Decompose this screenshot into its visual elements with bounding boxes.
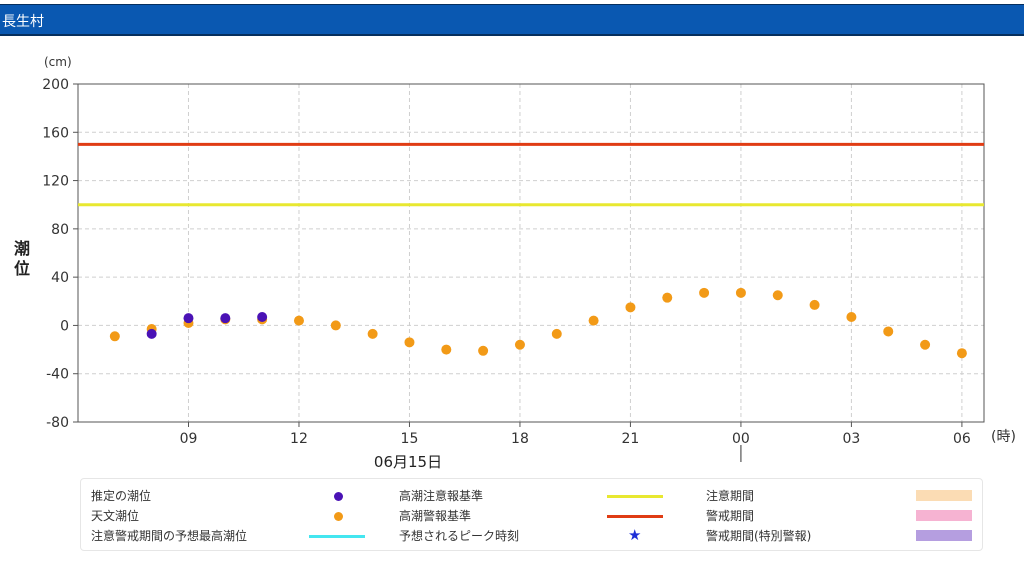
legend-label: 警戒期間 xyxy=(706,509,755,523)
x-tick-label: 18 xyxy=(511,431,529,447)
legend-label: 高潮警報基準 xyxy=(399,509,472,523)
x-tick-label: 06 xyxy=(953,431,971,447)
tide-chart: -80 -40 0 40 80 120 160 200 09 12 15 18 21 00 03 06 (cm)… xyxy=(14,55,1016,471)
legend-item-warning-period: 警戒期間 xyxy=(706,506,976,526)
legend-swatch-line xyxy=(607,515,663,518)
data-point xyxy=(956,348,967,359)
date-label: 06月15日 xyxy=(374,453,442,471)
y-axis-title-char: 潮 xyxy=(14,239,30,258)
data-point xyxy=(441,344,452,355)
data-point xyxy=(146,328,157,339)
legend-label: 注意期間 xyxy=(706,489,755,503)
legend-swatch-line xyxy=(309,535,365,538)
x-tick-label: 09 xyxy=(180,431,198,447)
legend-item-special-warning-period: 警戒期間(特別警報) xyxy=(706,526,976,546)
data-point xyxy=(183,313,194,324)
data-point xyxy=(735,287,746,298)
x-tick-label: 03 xyxy=(843,431,861,447)
legend-item-predicted-max: 注意警戒期間の予想最高潮位 xyxy=(91,526,371,546)
legend-swatch-box xyxy=(916,510,972,521)
data-point xyxy=(883,326,894,337)
data-point xyxy=(257,311,268,322)
legend-swatch-dot xyxy=(334,512,343,521)
legend-item-peak-time: 予想されるピーク時刻 ★ xyxy=(399,526,669,546)
legend-label: 予想されるピーク時刻 xyxy=(399,529,520,543)
y-tick-label: -40 xyxy=(46,367,69,383)
legend-label: 推定の潮位 xyxy=(91,489,152,503)
data-point xyxy=(625,302,636,313)
y-tick-label: 80 xyxy=(51,222,69,238)
data-point xyxy=(699,287,710,298)
data-point xyxy=(367,328,378,339)
legend-label: 高潮注意報基準 xyxy=(399,489,484,503)
plot-frame xyxy=(77,83,985,423)
legend-label: 天文潮位 xyxy=(91,509,140,523)
x-tick-label: 21 xyxy=(622,431,640,447)
legend-swatch-dot xyxy=(334,492,343,501)
data-point xyxy=(478,345,489,356)
legend-swatch-box xyxy=(916,490,972,501)
data-point xyxy=(514,339,525,350)
data-point xyxy=(551,328,562,339)
data-point xyxy=(330,320,341,331)
y-tick-label: 0 xyxy=(60,318,69,334)
data-point xyxy=(846,311,857,322)
y-tick-label: 160 xyxy=(42,125,69,141)
data-point xyxy=(404,337,415,348)
y-tick-label: 200 xyxy=(42,77,69,93)
data-point xyxy=(920,339,931,350)
y-tick-label: -80 xyxy=(46,415,69,431)
legend-item-estimated-tide: 推定の潮位 xyxy=(91,486,361,506)
legend-swatch-line xyxy=(607,495,663,498)
data-point xyxy=(220,313,231,324)
legend-label: 警戒期間(特別警報) xyxy=(706,529,812,543)
station-header: 長生村 xyxy=(0,4,1024,36)
legend-label: 注意警戒期間の予想最高潮位 xyxy=(91,529,248,543)
legend-item-caution-standard: 高潮注意報基準 xyxy=(399,486,669,506)
x-tick-label: 15 xyxy=(401,431,419,447)
x-tick-label: 12 xyxy=(290,431,308,447)
data-point xyxy=(662,292,673,303)
data-point xyxy=(109,331,120,342)
y-axis-title-char: 位 xyxy=(14,259,30,278)
y-tick-label: 40 xyxy=(51,270,69,286)
legend-item-caution-period: 注意期間 xyxy=(706,486,976,506)
data-point xyxy=(809,299,820,310)
x-unit-label: (時) xyxy=(991,429,1016,445)
y-unit-label: (cm) xyxy=(44,55,72,69)
legend-item-astronomical-tide: 天文潮位 xyxy=(91,506,361,526)
x-tick-label: 00 xyxy=(732,431,750,447)
legend-swatch-box xyxy=(916,530,972,541)
star-icon: ★ xyxy=(628,526,642,544)
y-tick-label: 120 xyxy=(42,174,69,190)
legend-item-warning-standard: 高潮警報基準 xyxy=(399,506,669,526)
chart-legend: 推定の潮位 天文潮位 注意警戒期間の予想最高潮位 高潮注意報基準 高潮警報基準 … xyxy=(80,478,983,551)
station-title: 長生村 xyxy=(2,14,44,30)
data-point xyxy=(293,315,304,326)
data-point xyxy=(588,315,599,326)
data-point xyxy=(772,290,783,301)
